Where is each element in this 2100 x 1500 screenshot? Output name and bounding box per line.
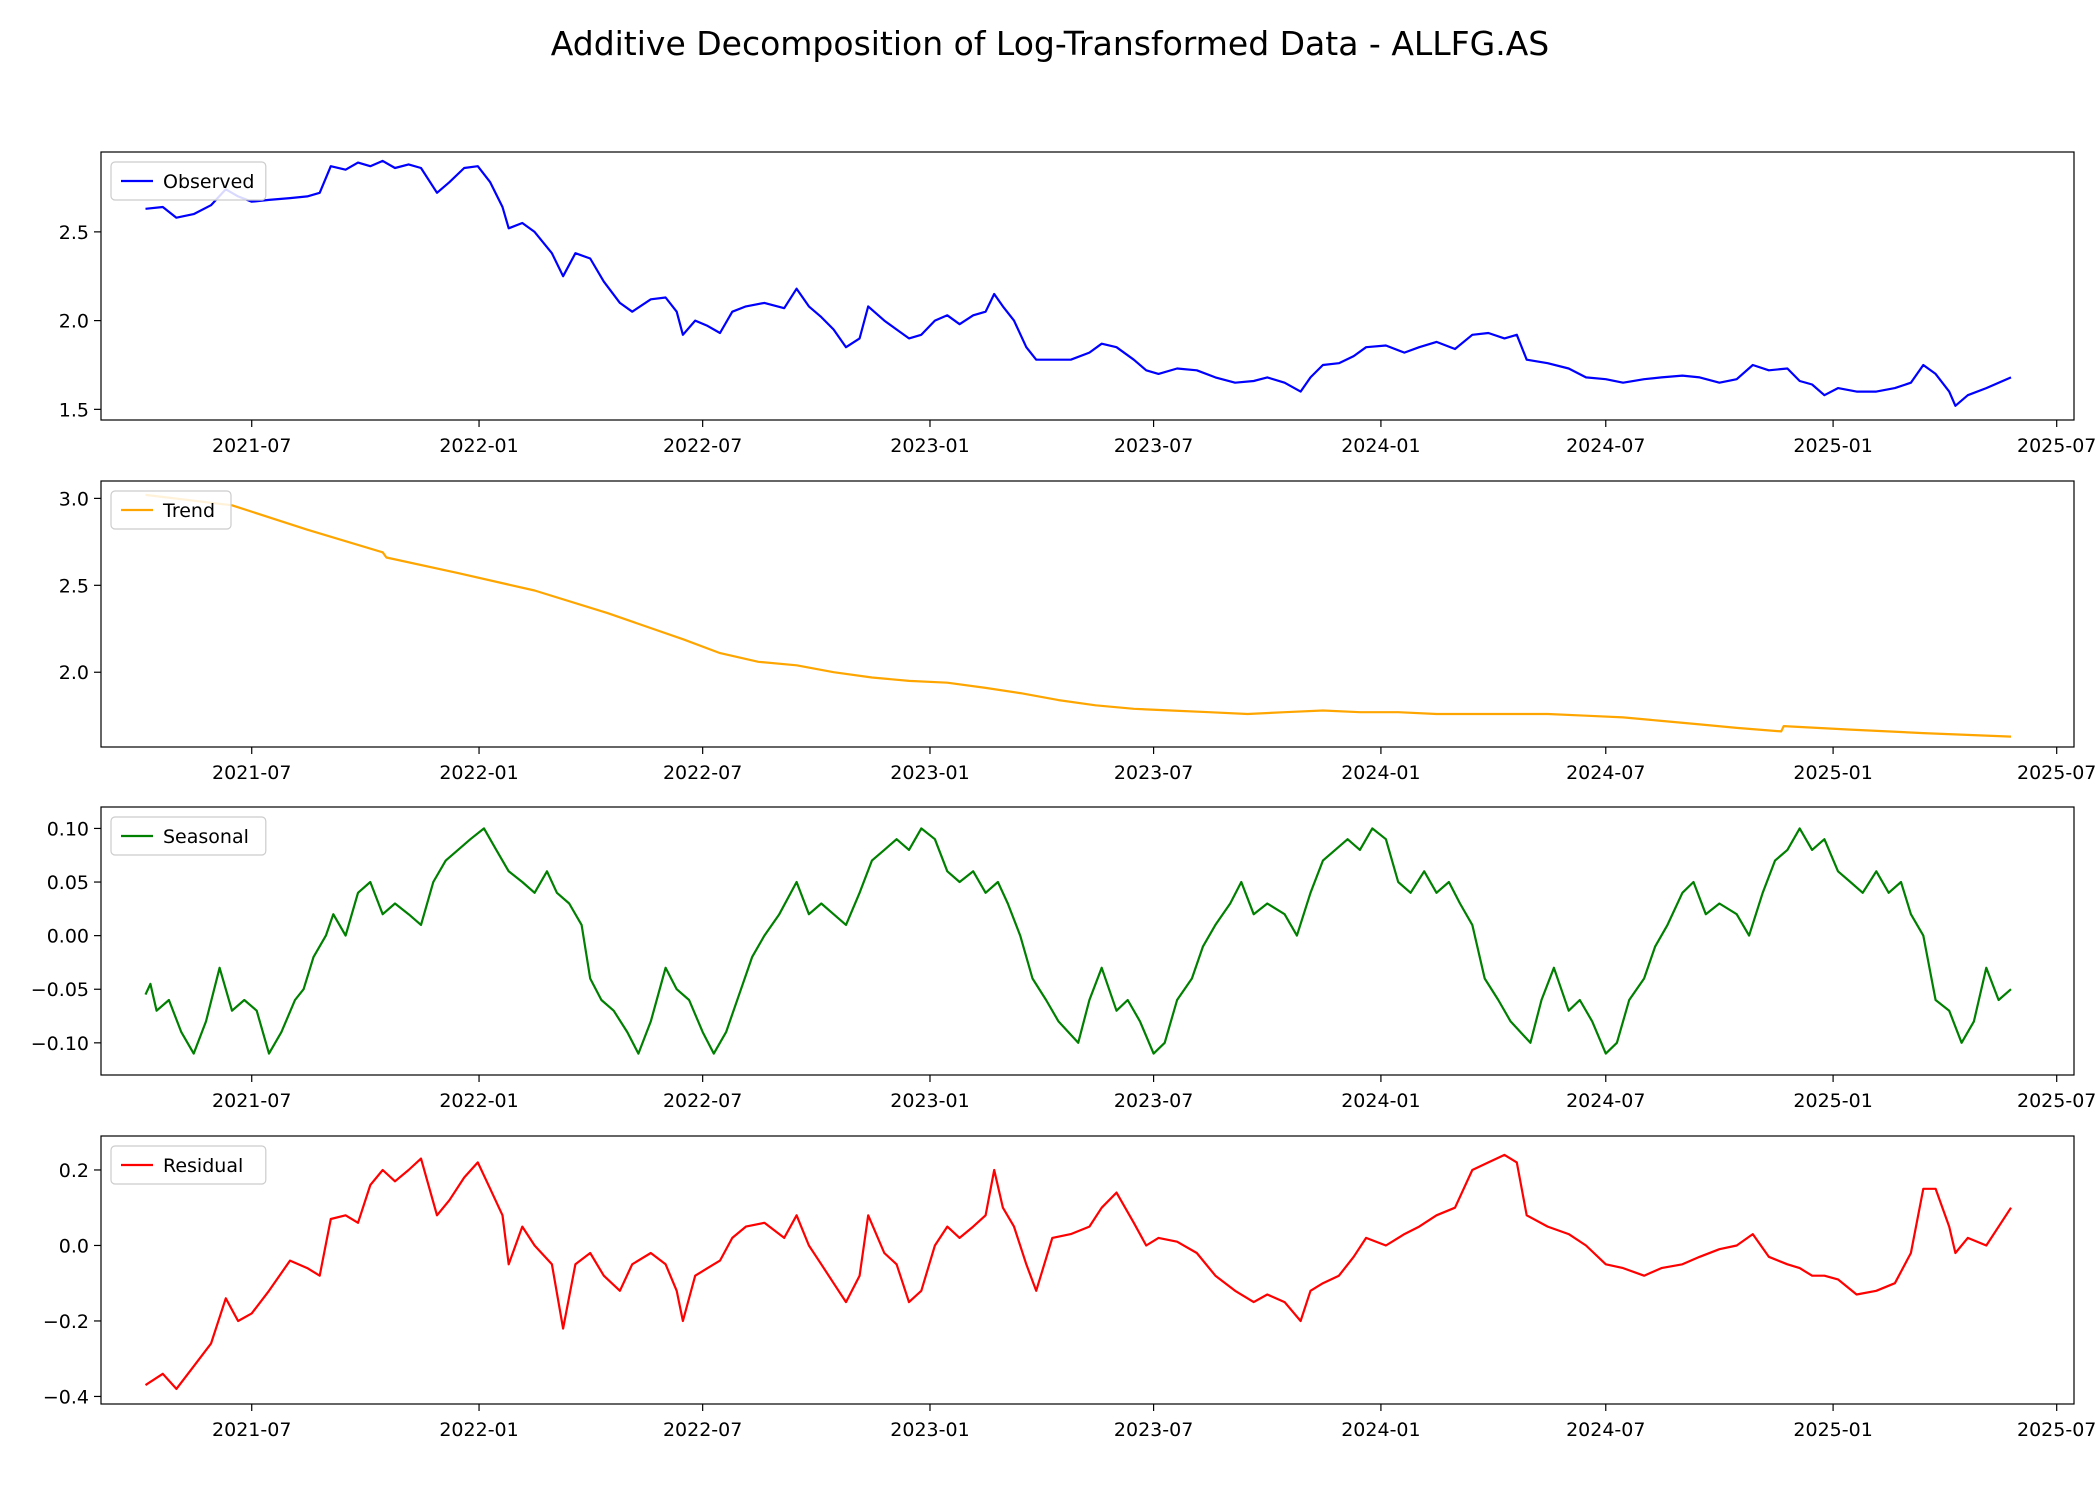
trend-y-tick-label: 2.0 — [59, 662, 89, 684]
trend-x-tick-label: 2022-01 — [439, 762, 518, 784]
seasonal-y-tick-label: 0.10 — [47, 818, 89, 840]
observed-series-line — [145, 159, 2012, 407]
residual-y-tick-label: −0.2 — [43, 1311, 89, 1333]
seasonal-legend-label: Seasonal — [163, 826, 249, 848]
trend-x-tick-label: 2025-07 — [2017, 762, 2096, 784]
seasonal-x-tick-label: 2024-01 — [1341, 1090, 1420, 1112]
observed-legend-label: Observed — [163, 171, 254, 193]
seasonal-x-tick-label: 2023-01 — [890, 1090, 969, 1112]
seasonal-x-tick-label: 2025-07 — [2017, 1090, 2096, 1112]
observed-axes-frame — [100, 151, 2075, 421]
observed-x-tick-label: 2022-01 — [439, 435, 518, 457]
residual-y-tick-label: −0.4 — [43, 1386, 89, 1408]
observed-panel: 1.5 2.0 2.5 2021-07 2022-01 2022-07 2023-01 202… — [59, 151, 2096, 457]
trend-legend-label: Trend — [162, 500, 215, 522]
residual-axes-frame — [100, 1135, 2075, 1405]
seasonal-legend-box — [110, 816, 267, 856]
observed-legend-box — [110, 161, 267, 201]
residual-legend: Residual — [110, 1145, 267, 1185]
residual-panel: −0.4 −0.2 0.0 0.2 2021-07 2022-01 2022-07 2023-… — [43, 1135, 2096, 1441]
trend-x-tick-label: 2023-01 — [890, 762, 969, 784]
observed-x-tick-label: 2023-07 — [1114, 435, 1193, 457]
seasonal-panel: −0.10 −0.05 0.00 0.05 0.10 2021-07 2022-01 2022… — [31, 806, 2096, 1112]
seasonal-y-tick-label: −0.10 — [31, 1033, 89, 1055]
observed-y-tick-label: 1.5 — [59, 399, 89, 421]
trend-x-tick-label: 2022-07 — [663, 762, 742, 784]
trend-y-tick-label: 3.0 — [59, 488, 89, 510]
seasonal-x-tick-label: 2021-07 — [212, 1090, 291, 1112]
subplot-panels: 1.5 2.0 2.5 2021-07 2022-01 2022-07 2023-01 202… — [31, 151, 2096, 1441]
observed-legend: Observed — [110, 161, 267, 201]
seasonal-x-tick-label: 2023-07 — [1114, 1090, 1193, 1112]
observed-x-tick-label: 2025-07 — [2017, 435, 2096, 457]
residual-x-tick-label: 2023-01 — [890, 1419, 969, 1441]
seasonal-series-line — [144, 827, 2012, 1055]
residual-x-tick-label: 2022-07 — [663, 1419, 742, 1441]
observed-y-tick-label: 2.5 — [59, 222, 89, 244]
residual-y-tick-label: 0.2 — [59, 1160, 89, 1182]
trend-x-tick-label: 2024-01 — [1341, 762, 1420, 784]
trend-panel: 2.0 2.5 3.0 2021-07 2022-01 2022-07 2023-01 202… — [59, 480, 2096, 784]
trend-x-tick-label: 2025-01 — [1793, 762, 1872, 784]
observed-x-tick-label: 2024-01 — [1341, 435, 1420, 457]
seasonal-y-tick-label: 0.05 — [47, 872, 89, 894]
trend-series-line — [145, 493, 2012, 738]
residual-x-tick-label: 2024-01 — [1341, 1419, 1420, 1441]
residual-y-tick-label: 0.0 — [59, 1235, 89, 1257]
observed-x-tick-label: 2024-07 — [1566, 435, 1645, 457]
seasonal-x-tick-label: 2025-01 — [1793, 1090, 1872, 1112]
trend-legend-box — [110, 490, 232, 530]
residual-x-tick-label: 2022-01 — [439, 1419, 518, 1441]
trend-x-tick-label: 2023-07 — [1114, 762, 1193, 784]
seasonal-x-tick-label: 2022-07 — [663, 1090, 742, 1112]
seasonal-x-tick-label: 2022-01 — [439, 1090, 518, 1112]
trend-axes-frame — [100, 480, 2075, 748]
observed-x-tick-label: 2025-01 — [1793, 435, 1872, 457]
seasonal-axes-frame — [100, 806, 2075, 1076]
observed-x-tick-label: 2022-07 — [663, 435, 742, 457]
observed-x-tick-label: 2023-01 — [890, 435, 969, 457]
residual-x-tick-label: 2021-07 — [212, 1419, 291, 1441]
seasonal-x-tick-label: 2024-07 — [1566, 1090, 1645, 1112]
residual-x-tick-label: 2025-01 — [1793, 1419, 1872, 1441]
seasonal-legend: Seasonal — [110, 816, 267, 856]
observed-y-tick-label: 2.0 — [59, 311, 89, 333]
observed-x-tick-label: 2021-07 — [212, 435, 291, 457]
trend-x-tick-label: 2021-07 — [212, 762, 291, 784]
trend-x-tick-label: 2024-07 — [1566, 762, 1645, 784]
residual-x-tick-label: 2024-07 — [1566, 1419, 1645, 1441]
seasonal-y-tick-label: 0.00 — [47, 926, 89, 948]
residual-x-tick-label: 2025-07 — [2017, 1419, 2096, 1441]
residual-legend-box — [110, 1145, 267, 1185]
residual-x-tick-label: 2023-07 — [1114, 1419, 1193, 1441]
residual-legend-label: Residual — [163, 1155, 243, 1177]
trend-y-tick-label: 2.5 — [59, 575, 89, 597]
seasonal-y-tick-label: −0.05 — [31, 979, 89, 1001]
trend-legend: Trend — [110, 490, 232, 530]
figure-title: Additive Decomposition of Log-Transforme… — [551, 24, 1549, 63]
residual-series-line — [144, 1153, 2012, 1391]
